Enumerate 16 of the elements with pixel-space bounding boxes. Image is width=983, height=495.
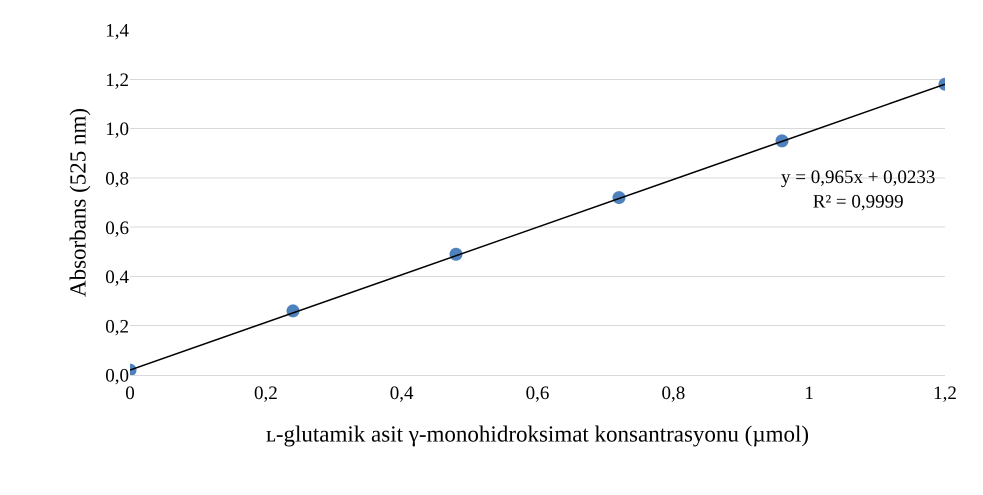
x-axis-title: ʟ-glutamik asit γ-monohidroksimat konsantrasyonu (µmol) [266,421,810,446]
y-tick-label: 0,6 [105,218,129,239]
y-tick-label: 0,8 [105,168,129,190]
y-tick-label: 1,4 [105,20,130,42]
annotation: y = 0,965x + 0,0233 R² = 0,9999 [781,167,936,213]
y-tick-label: 1,0 [105,119,129,140]
x-tick-label: 1 [804,382,814,404]
x-tick-label: 0,6 [526,382,550,404]
y-tick-label: 0,2 [105,316,129,338]
x-tick-label: 0,4 [390,382,414,404]
x-tick-label: 1,2 [933,382,957,404]
y-tick-label: 1,2 [105,70,129,91]
y-tick-label: 0,4 [105,267,130,288]
x-tick-label: 0,8 [661,382,686,404]
y-axis-title: Absorbans (525 nm) [66,108,91,298]
x-tick-label: 0,2 [254,382,278,404]
